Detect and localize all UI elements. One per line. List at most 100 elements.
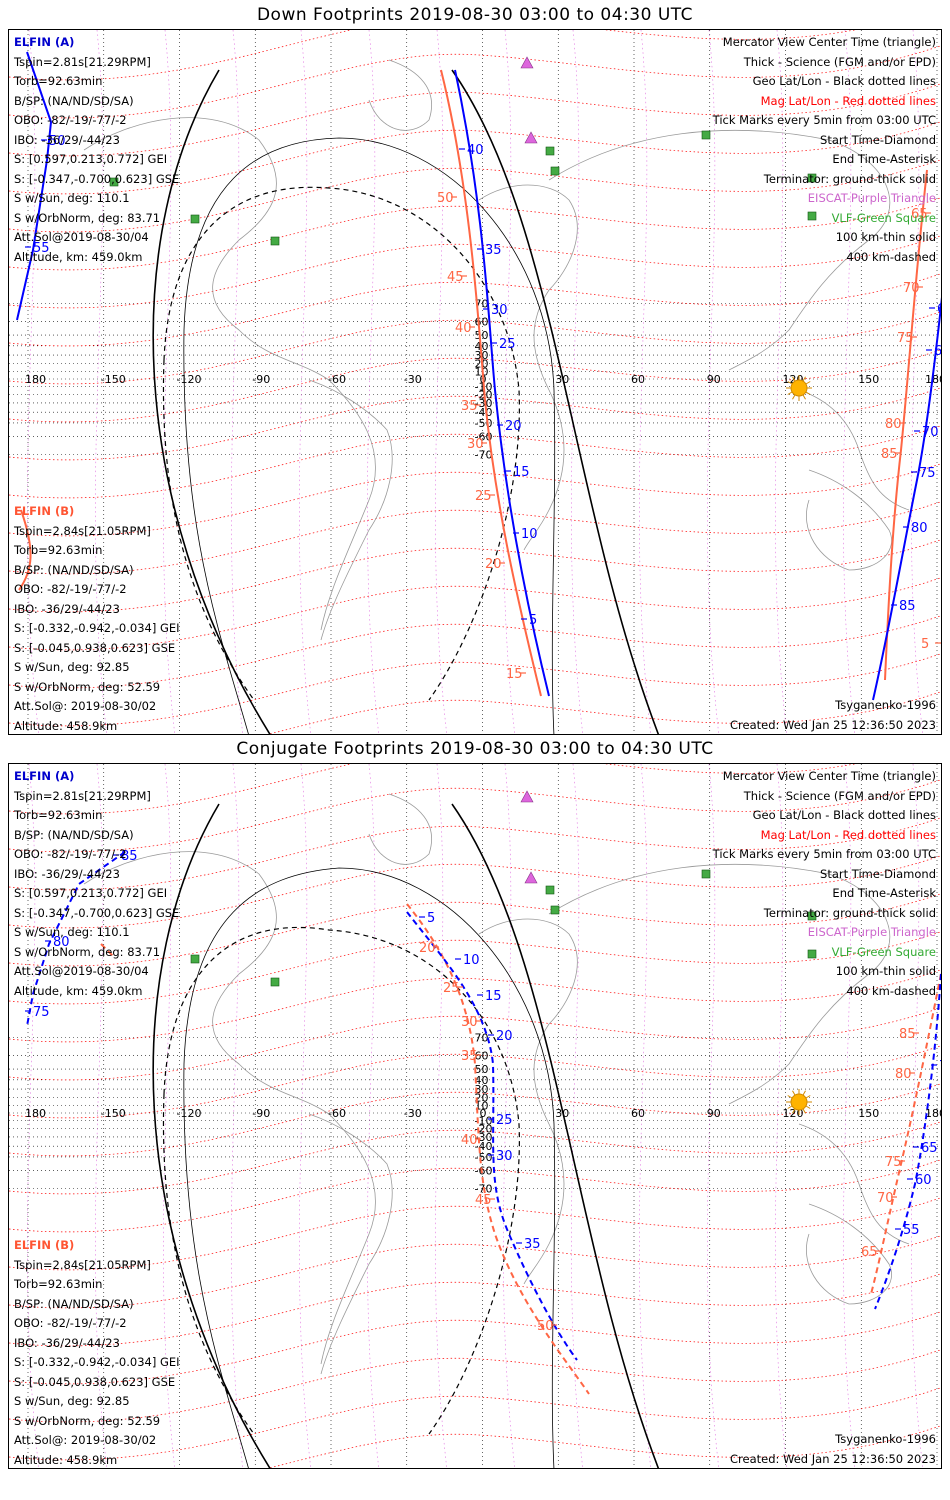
- elfin-b-tick-label: 85: [881, 447, 898, 462]
- elfin-b-tick-label: 70: [903, 281, 920, 296]
- lon-label: 150: [858, 373, 879, 386]
- map-panel-conjugate[interactable]: 180-150-120-90-60-3003060901201501807060…: [8, 763, 942, 1469]
- vlf-square: [807, 949, 817, 959]
- elfin-a-line: Att.Sol@2019-08-30/04: [14, 964, 149, 978]
- mag-parallel: [9, 539, 941, 613]
- mag-parallel: [267, 1425, 941, 1468]
- mag-parallel: [9, 45, 941, 119]
- elfin-a-tick-label: 15: [485, 989, 502, 1004]
- coastline: [806, 469, 892, 571]
- vlf-square: [807, 173, 817, 183]
- legend-item: Geo Lat/Lon - Black dotted lines: [752, 808, 936, 822]
- elfin-b-track: [18, 509, 32, 591]
- coastline: [548, 863, 891, 1105]
- elfin-a-line: S w/OrbNorm, deg: 83.71: [14, 944, 161, 959]
- terminator-100km: [183, 137, 556, 734]
- elfin-b-line: IBO: -36/29/-44/23: [14, 601, 120, 616]
- elfin-a-line: S: [-0.347,-0.700,0.623] GSE: [14, 171, 180, 186]
- elfin-b-tick-label: 5: [921, 637, 929, 652]
- coastlines: [83, 59, 910, 641]
- legend: Mercator View Center Time (triangle) Thic…: [713, 767, 936, 1001]
- elfin-b-tick-label: 40: [461, 1133, 478, 1148]
- lat-label: -40: [475, 406, 493, 419]
- elfin-a-tick-label: 60: [937, 302, 942, 317]
- elfin-b-info: ELFIN (B) Tspin=2.84s[21.05RPM] Torb=92.6…: [14, 1236, 180, 1467]
- terminator-400km: [162, 926, 520, 1435]
- elfin-a-line: B/SP: (NA/ND/SD/SA): [14, 93, 134, 108]
- vlf-square: [270, 977, 280, 987]
- elfin-a-line: S w/Sun, deg: 110.1: [14, 925, 130, 939]
- elfin-a-tick-label: 70: [922, 425, 939, 440]
- elfin-b-tick-label: 80: [895, 1067, 912, 1082]
- lon-label: 90: [707, 373, 721, 386]
- elfin-b-track: [100, 943, 114, 957]
- elfin-b-tick-label: 75: [897, 331, 914, 346]
- coastline: [798, 1123, 910, 1245]
- lon-label: -30: [404, 373, 422, 386]
- elfin-a-tick-label: 15: [513, 465, 530, 480]
- mag-parallel: [9, 83, 941, 157]
- legend-item: Thick - Science (FGM and/or EPD): [743, 788, 936, 803]
- lon-label: -90: [252, 1107, 270, 1120]
- mag-meridian: [571, 764, 584, 1468]
- lat-label: -50: [475, 417, 493, 430]
- elfin-b-tick-label: 30: [467, 437, 484, 452]
- elfin-a-line: S: [0.597,0.213,0.772] GEI: [14, 152, 168, 166]
- mag-parallel: [9, 969, 941, 1043]
- mag-meridian: [503, 30, 516, 734]
- lon-label: -150: [101, 1107, 126, 1120]
- mag-parallel: [9, 1083, 941, 1157]
- panel-title-conjugate: Conjugate Footprints 2019-08-30 03:00 to…: [236, 739, 714, 759]
- mag-parallel: [267, 691, 941, 734]
- elfin-a-tick-label: 85: [121, 849, 138, 864]
- elfin-b-line: S w/Sun, deg: 92.85: [14, 660, 130, 674]
- map-canvas: 180-150-120-90-60-3003060901201501807060…: [9, 30, 942, 734]
- elfin-a-line: Torb=92.63min: [14, 74, 103, 88]
- elfin-b-lines: Tspin=2.84s[21.05RPM] Torb=92.63min B/SP: …: [14, 1256, 180, 1467]
- terminator-400km: [162, 186, 520, 701]
- elfin-b-track: [870, 973, 941, 1295]
- mag-parallel: [9, 577, 941, 651]
- elfin-b-line: OBO: -82/-19/-77/-2: [14, 582, 127, 596]
- elfin-b-tick-label: 25: [475, 489, 492, 504]
- elfin-a-tick-label: 55: [33, 241, 50, 256]
- elfin-b-line: B/SP: (NA/ND/SD/SA): [14, 562, 134, 577]
- elfin-a-line: B/SP: (NA/ND/SD/SA): [14, 827, 134, 842]
- elfin-b-track: [884, 169, 928, 681]
- elfin-b-header: ELFIN (B): [14, 504, 75, 518]
- elfin-a-track: [454, 69, 550, 697]
- coastline: [548, 129, 891, 371]
- coastline: [798, 389, 910, 511]
- legend-item: Geo Lat/Lon - Black dotted lines: [752, 74, 936, 88]
- elfin-b-track: [440, 69, 542, 697]
- elfin-a-tick-label: 55: [903, 1223, 920, 1238]
- elfin-b-tick-label: 35: [461, 1049, 478, 1064]
- mag-parallel: [9, 615, 941, 689]
- legend-item: 100 km-thin solid: [835, 230, 936, 244]
- lon-label: -60: [328, 1107, 346, 1120]
- mag-meridian: [231, 764, 244, 1468]
- lat-label: 60: [475, 1050, 489, 1063]
- elfin-b-tick-label: 75: [885, 1155, 902, 1170]
- elfin-a-tick-label: 75: [919, 466, 936, 481]
- coastlines: [83, 793, 910, 1375]
- elfin-b-tick-label: 85: [899, 1027, 916, 1042]
- legend-item: 100 km-thin solid: [835, 964, 936, 978]
- coastline: [368, 59, 432, 131]
- mag-parallel: [9, 121, 941, 195]
- map-panel-down[interactable]: 180-150-120-90-60-3003060901201501807060…: [8, 29, 942, 735]
- mag-parallel: [9, 1197, 941, 1271]
- elfin-b-tick-label: 65: [861, 1245, 878, 1260]
- elfin-b-line: S: [-0.045,0.938,0.623] GSE: [14, 1374, 176, 1389]
- elfin-a-header: ELFIN (A): [14, 769, 75, 783]
- elfin-a-tick-label: 65: [934, 344, 942, 359]
- mag-parallel: [9, 653, 941, 727]
- elfin-a-line: Torb=92.63min: [14, 808, 103, 822]
- legend-item: End Time-Asterisk: [832, 152, 936, 166]
- mag-meridian: [299, 30, 312, 734]
- elfin-a-track: [26, 851, 126, 1027]
- elfin-a-tick-label: 80: [911, 521, 928, 536]
- vlf-square: [545, 146, 555, 156]
- mag-parallel: [9, 425, 941, 499]
- elfin-b-track: [406, 903, 590, 1395]
